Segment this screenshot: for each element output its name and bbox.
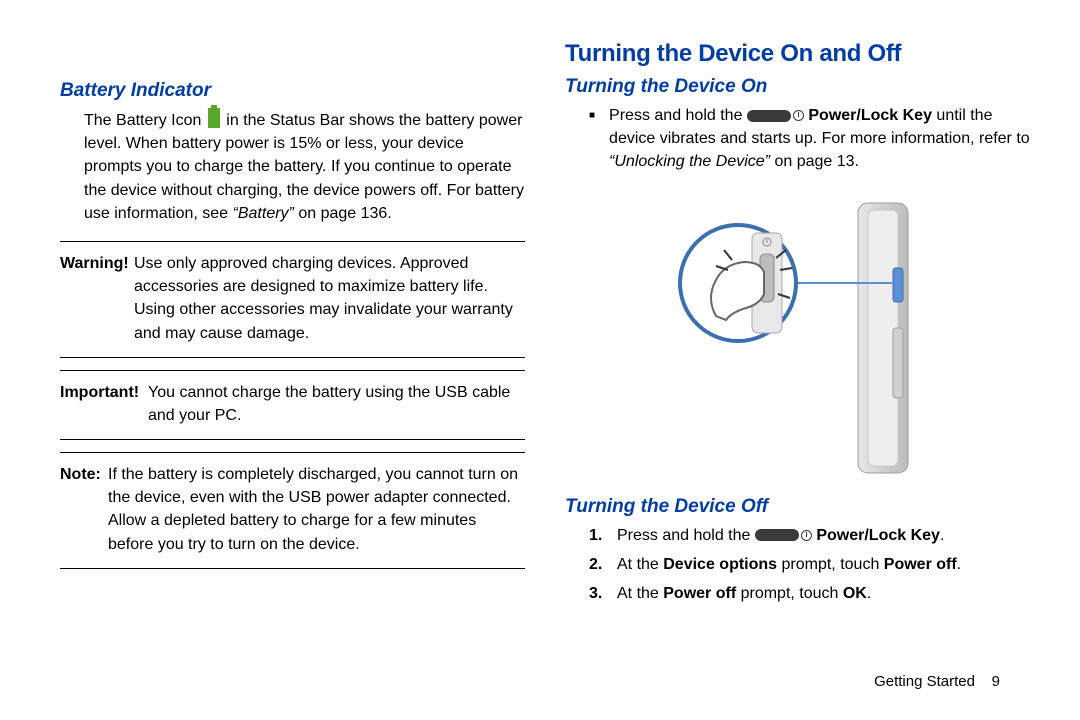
divider bbox=[60, 241, 525, 242]
unlocking-ref: “Unlocking the Device” bbox=[609, 153, 770, 170]
important-block: Important! You cannot charge the battery… bbox=[60, 381, 525, 427]
text: Press and hold the bbox=[609, 107, 747, 124]
power-off-label: Power off bbox=[663, 585, 736, 602]
divider bbox=[60, 439, 525, 440]
text: . bbox=[940, 527, 944, 544]
step-2: 2. At the Device options prompt, touch P… bbox=[589, 553, 1030, 576]
turning-off-heading: Turning the Device Off bbox=[565, 496, 1030, 518]
left-column: Battery Indicator The Battery Icon in th… bbox=[60, 40, 525, 660]
text: prompt, touch bbox=[736, 585, 843, 602]
warning-label: Warning! bbox=[60, 252, 130, 345]
bullet-icon: ■ bbox=[589, 104, 595, 174]
power-key-icon bbox=[747, 110, 804, 122]
power-key-icon bbox=[755, 529, 812, 541]
turning-off-steps: 1. Press and hold the Power/Lock Key. 2.… bbox=[565, 524, 1030, 612]
step-number: 3. bbox=[589, 582, 609, 605]
battery-icon bbox=[208, 108, 220, 128]
text: . bbox=[957, 556, 961, 573]
turning-on-off-heading: Turning the Device On and Off bbox=[565, 40, 1030, 68]
note-body: If the battery is completely discharged,… bbox=[108, 463, 525, 556]
device-options-label: Device options bbox=[663, 556, 777, 573]
power-off-label: Power off bbox=[884, 556, 957, 573]
note-label: Note: bbox=[60, 463, 104, 556]
power-lock-key-label: Power/Lock Key bbox=[816, 527, 940, 544]
divider bbox=[60, 357, 525, 358]
text: on page 13. bbox=[770, 153, 859, 170]
footer-section: Getting Started bbox=[874, 673, 975, 690]
step-number: 2. bbox=[589, 553, 609, 576]
device-illustration bbox=[565, 198, 1030, 478]
step-3: 3. At the Power off prompt, touch OK. bbox=[589, 582, 1030, 605]
warning-block: Warning! Use only approved charging devi… bbox=[60, 252, 525, 345]
text: . bbox=[867, 585, 871, 602]
ok-label: OK bbox=[843, 585, 867, 602]
divider bbox=[60, 568, 525, 569]
footer-page-number: 9 bbox=[992, 673, 1000, 690]
turning-on-bullet: ■ Press and hold the Power/Lock Key unti… bbox=[565, 104, 1030, 174]
note-block: Note: If the battery is completely disch… bbox=[60, 463, 525, 556]
turning-on-heading: Turning the Device On bbox=[565, 76, 1030, 98]
text: on page 136. bbox=[294, 205, 392, 222]
important-label: Important! bbox=[60, 381, 144, 427]
step-number: 1. bbox=[589, 524, 609, 547]
important-body: You cannot charge the battery using the … bbox=[148, 381, 525, 427]
text: At the bbox=[617, 585, 663, 602]
divider bbox=[60, 452, 525, 453]
page-footer: Getting Started 9 bbox=[874, 673, 1000, 690]
step-1: 1. Press and hold the Power/Lock Key. bbox=[589, 524, 1030, 547]
text: prompt, touch bbox=[777, 556, 884, 573]
battery-ref: “Battery” bbox=[233, 205, 294, 222]
divider bbox=[60, 370, 525, 371]
right-column: Turning the Device On and Off Turning th… bbox=[565, 40, 1030, 660]
text: The Battery Icon bbox=[84, 112, 206, 129]
battery-indicator-paragraph: The Battery Icon in the Status Bar shows… bbox=[60, 108, 525, 225]
text: Press and hold the bbox=[617, 527, 755, 544]
power-lock-key-label: Power/Lock Key bbox=[808, 107, 932, 124]
text: At the bbox=[617, 556, 663, 573]
battery-indicator-heading: Battery Indicator bbox=[60, 80, 525, 102]
warning-body: Use only approved charging devices. Appr… bbox=[134, 252, 525, 345]
